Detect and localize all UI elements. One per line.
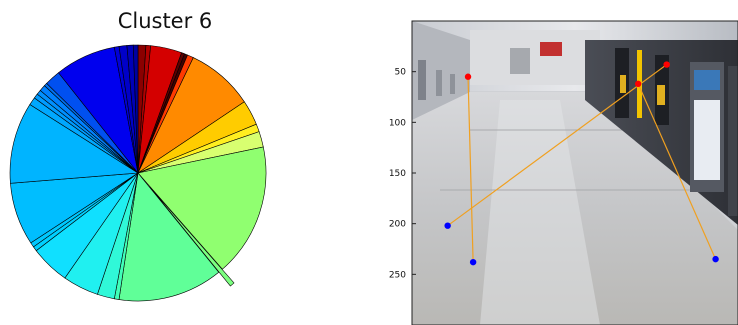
pie-title: Cluster 6 bbox=[118, 9, 213, 33]
y-tick-label: 250 bbox=[389, 270, 406, 280]
end-point bbox=[712, 255, 719, 263]
pie-slice bbox=[132, 44, 139, 174]
pie-slice bbox=[137, 146, 267, 270]
track-segment bbox=[637, 83, 717, 260]
pie-chart-panel: Cluster 6 bbox=[9, 9, 267, 302]
start-point bbox=[663, 61, 670, 68]
pie-slice bbox=[149, 186, 235, 287]
track-segment bbox=[467, 76, 474, 263]
pie-slice bbox=[118, 172, 220, 302]
y-tick-label: 50 bbox=[395, 68, 407, 78]
track-overlay bbox=[444, 61, 719, 266]
y-tick-label: 100 bbox=[389, 118, 406, 128]
end-point bbox=[444, 222, 451, 229]
camera-frame-panel: 50 100 150 200 250 bbox=[389, 20, 738, 325]
end-point bbox=[469, 258, 477, 266]
y-tick-label: 150 bbox=[389, 169, 406, 179]
camera-frame-image bbox=[412, 21, 738, 325]
start-point bbox=[464, 73, 472, 80]
start-point bbox=[634, 80, 642, 88]
y-tick-label: 200 bbox=[389, 220, 406, 230]
pie-slice bbox=[9, 104, 139, 184]
y-axis: 50 100 150 200 250 bbox=[389, 68, 416, 280]
track-segment bbox=[447, 64, 668, 227]
pie-slices bbox=[9, 44, 267, 302]
